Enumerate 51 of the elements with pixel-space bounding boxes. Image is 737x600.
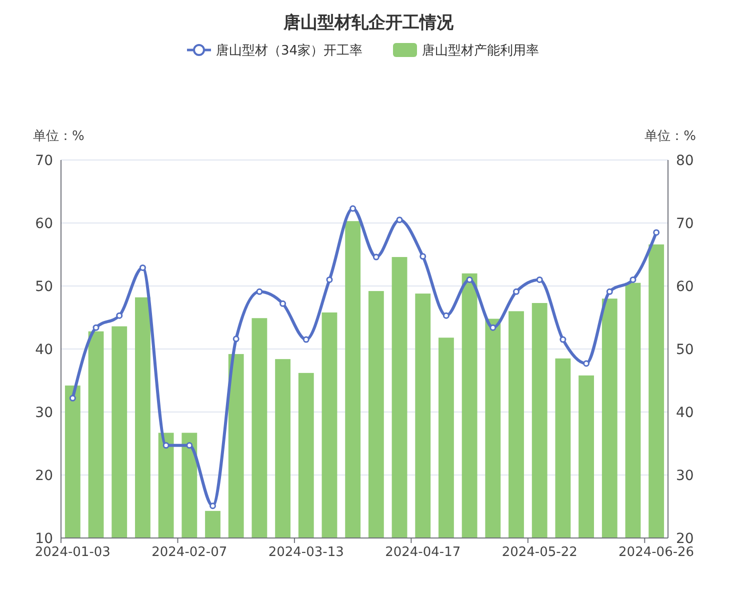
x-tick-label: 2024-05-22	[502, 545, 578, 560]
point	[116, 312, 123, 319]
point	[653, 229, 660, 236]
point	[606, 288, 613, 295]
point	[92, 324, 100, 331]
point	[372, 254, 380, 260]
y-axis-title: 单位：%	[33, 129, 84, 144]
point	[466, 276, 473, 283]
point	[326, 276, 333, 283]
point	[442, 312, 450, 319]
point	[186, 442, 193, 449]
chart-title: 唐山型材轧企开工情况	[282, 13, 454, 33]
point	[139, 264, 146, 271]
y2-tick-label: 30	[676, 468, 694, 484]
y-tick-label: 60	[35, 216, 53, 232]
y2-axis-title: 单位：%	[644, 129, 696, 144]
point	[302, 336, 310, 343]
point	[396, 216, 403, 224]
y2-tick-label: 70	[676, 216, 694, 232]
point	[513, 288, 520, 295]
x-tick-label: 2024-01-03	[34, 545, 110, 560]
legend-label: 唐山型材（34家）开工率	[216, 42, 363, 59]
point	[280, 300, 286, 307]
y2-tick-label: 40	[676, 404, 694, 421]
point	[560, 336, 566, 343]
point	[583, 360, 590, 367]
y2-tick-label: 20	[676, 530, 694, 547]
x-tick-label: 2024-04-17	[385, 545, 461, 560]
x-tick-label: 2024-02-07	[152, 545, 228, 560]
point	[162, 442, 170, 449]
y-tick-label: 70	[35, 152, 53, 169]
y-tick-label: 50	[35, 278, 53, 295]
point	[536, 276, 543, 283]
x-tick-label: 2024-03-13	[268, 545, 344, 560]
y-tick-label: 40	[35, 342, 53, 358]
point	[232, 336, 240, 342]
legend-label: 唐山型材产能利用率	[422, 42, 539, 59]
point	[420, 253, 426, 260]
y-tick-label: 20	[35, 468, 53, 484]
x-tick-label: 2024-06-26	[618, 545, 694, 560]
y2-tick-label: 60	[676, 278, 694, 295]
point	[630, 276, 636, 283]
y2-tick-label: 50	[676, 342, 694, 358]
point	[350, 205, 356, 212]
point	[256, 288, 263, 295]
y-tick-label: 30	[35, 404, 53, 421]
point	[490, 324, 496, 331]
y2-tick-label: 80	[676, 152, 694, 169]
y-tick-label: 10	[35, 530, 53, 547]
point	[69, 394, 76, 402]
point	[210, 502, 216, 510]
